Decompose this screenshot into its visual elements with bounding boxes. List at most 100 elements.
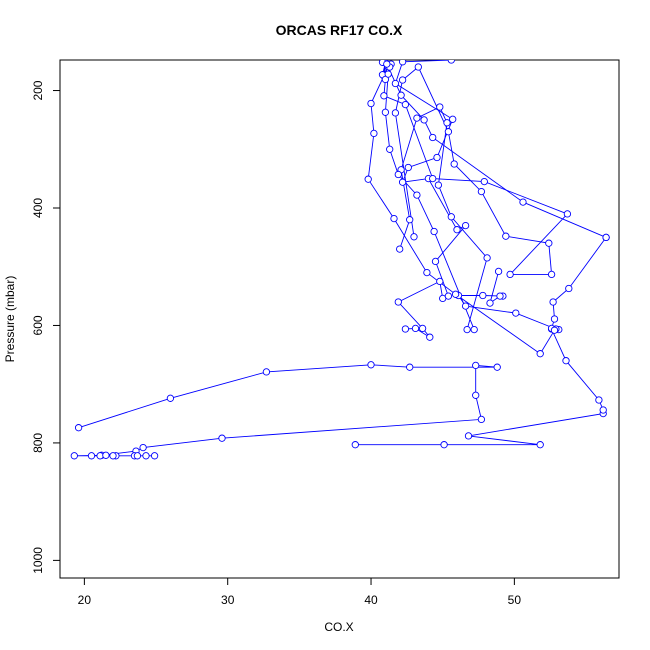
data-point <box>386 145 394 153</box>
data-point <box>150 452 159 460</box>
data-point <box>464 432 473 440</box>
data-point <box>367 99 375 108</box>
data-point <box>470 325 478 334</box>
series-line <box>382 62 488 331</box>
y-axis-label: Pressure (mbar) <box>3 276 17 363</box>
data-point <box>401 325 410 333</box>
data-point <box>381 108 390 116</box>
data-point <box>262 368 271 376</box>
data-point <box>351 441 359 449</box>
data-point <box>562 357 570 365</box>
y-tick-label: 800 <box>31 433 45 453</box>
data-point <box>429 174 437 183</box>
data-point <box>380 92 388 100</box>
data-point <box>398 60 407 66</box>
data-point <box>545 239 553 247</box>
data-point <box>370 129 378 138</box>
series-line <box>383 66 569 275</box>
data-point <box>444 292 453 300</box>
data-point <box>512 309 520 317</box>
data-point <box>565 284 573 293</box>
data-point <box>367 361 375 369</box>
data-point <box>463 325 471 334</box>
data-point <box>397 91 405 99</box>
data-point <box>440 441 448 449</box>
data-point <box>494 267 503 276</box>
y-tick-label: 400 <box>31 198 45 218</box>
data-point <box>426 333 434 341</box>
data-point <box>550 315 559 323</box>
data-point <box>436 103 444 111</box>
data-point <box>391 79 400 88</box>
data-point <box>472 361 480 370</box>
data-point <box>396 245 404 253</box>
data-point <box>142 452 150 460</box>
data-point <box>434 181 443 189</box>
data-point <box>477 187 486 196</box>
data-point <box>394 170 402 179</box>
data-point <box>401 100 410 109</box>
data-point <box>394 298 402 306</box>
data-point <box>406 363 414 371</box>
data-point <box>429 133 437 142</box>
data-point <box>563 210 572 218</box>
data-point <box>547 270 556 279</box>
data-point <box>430 227 438 236</box>
x-tick-label: 20 <box>78 593 92 607</box>
plot-frame <box>59 59 620 579</box>
y-tick-label: 200 <box>31 80 45 100</box>
series-line <box>74 364 498 457</box>
data-point <box>450 160 458 168</box>
data-point <box>398 178 407 186</box>
x-axis: 20 30 40 50 <box>78 578 521 607</box>
chart-title: ORCAS RF17 CO.X <box>276 22 403 38</box>
data-point <box>423 268 431 277</box>
data-point <box>384 70 392 78</box>
data-point <box>133 452 142 460</box>
data-point <box>506 270 514 279</box>
data-point <box>461 302 470 310</box>
data-point <box>87 452 96 460</box>
data-point <box>550 326 559 334</box>
data-point <box>218 434 226 442</box>
x-axis-label: CO.X <box>324 620 353 634</box>
data-point <box>414 63 422 71</box>
data-point <box>451 290 460 298</box>
y-axis: 200 400 600 800 1000 <box>31 80 60 574</box>
data-point <box>410 233 418 241</box>
data-point <box>139 443 147 452</box>
series-line <box>386 63 607 238</box>
data-point <box>483 254 491 262</box>
y-tick-label: 1000 <box>31 547 45 574</box>
data-point <box>70 452 78 460</box>
data-point <box>444 128 453 136</box>
data-point <box>383 60 391 68</box>
data-point <box>443 119 451 127</box>
data-point <box>496 292 504 300</box>
y-tick-label: 600 <box>31 315 45 335</box>
data-point <box>486 299 494 307</box>
data-point <box>480 177 488 186</box>
data-point <box>433 153 441 162</box>
data-point <box>102 451 110 459</box>
data-point <box>472 391 480 399</box>
data-point <box>449 115 457 123</box>
data-point <box>447 213 455 221</box>
data-point <box>398 76 407 84</box>
data-point <box>391 109 400 117</box>
data-point <box>411 324 420 333</box>
data-point <box>461 221 470 230</box>
data-point <box>502 232 510 240</box>
data-point <box>413 114 421 122</box>
data-point <box>364 175 372 183</box>
data-point <box>406 216 414 224</box>
data-point <box>418 324 427 333</box>
data-point <box>413 191 421 199</box>
data-point <box>166 394 175 402</box>
data-point <box>599 406 607 414</box>
data-point <box>602 233 610 242</box>
data-point <box>536 350 544 358</box>
x-tick-label: 40 <box>364 593 378 607</box>
data-point <box>536 441 544 449</box>
